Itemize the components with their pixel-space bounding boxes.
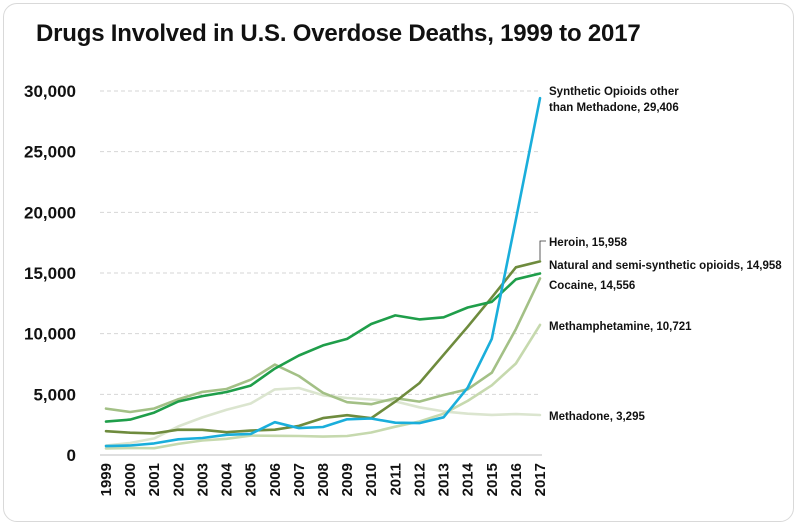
series-label-cocaine: Cocaine, 14,556 xyxy=(549,280,635,292)
x-tick-label: 2005 xyxy=(243,463,260,496)
x-tick-label: 2014 xyxy=(460,462,477,496)
y-tick-label: 25,000 xyxy=(24,143,76,162)
x-tick-label: 2003 xyxy=(194,463,211,496)
x-tick-label: 1999 xyxy=(98,463,115,496)
x-tick-label: 2017 xyxy=(532,463,549,496)
series-line-meth xyxy=(104,323,542,450)
y-tick-label: 5,000 xyxy=(33,385,76,404)
grid-lines xyxy=(100,90,540,395)
series-line-synthetic xyxy=(104,96,542,448)
series-line-heroin xyxy=(104,260,542,435)
x-tick-label: 2008 xyxy=(315,463,332,496)
x-tick-label: 2010 xyxy=(363,463,380,496)
series-line-methadone xyxy=(104,386,542,447)
series-label-natural: Natural and semi-synthetic opioids, 14,9… xyxy=(549,260,782,272)
series-labels: Synthetic Opioids other than Methadone, 2… xyxy=(539,86,782,423)
series-label-synthetic: Synthetic Opioids other than Methadone, 2… xyxy=(549,86,679,114)
x-tick-label: 2011 xyxy=(387,463,404,496)
y-tick-label: 10,000 xyxy=(24,325,76,344)
x-tick-label: 2002 xyxy=(170,463,187,496)
x-tick-label: 2013 xyxy=(436,463,453,496)
chart-title: Drugs Involved in U.S. Overdose Deaths, … xyxy=(36,20,641,47)
y-tick-label: 30,000 xyxy=(24,82,76,101)
heroin-leader-line xyxy=(539,240,546,260)
y-tick-label: 15,000 xyxy=(24,264,76,283)
series-lines xyxy=(104,96,542,450)
x-tick-label: 2001 xyxy=(146,463,163,496)
series-label-meth: Methamphetamine, 10,721 xyxy=(549,321,692,333)
x-tick-label: 2016 xyxy=(508,463,525,496)
x-tick-label: 2012 xyxy=(411,463,428,496)
x-tick-label: 2007 xyxy=(291,463,308,496)
x-tick-label: 2004 xyxy=(219,462,236,496)
series-line-natural xyxy=(104,272,542,423)
x-tick-label: 2009 xyxy=(339,463,356,496)
chart-card xyxy=(3,3,794,522)
axes: 0 5,000 10,000 15,000 20,000 25,000 30,000 1999… xyxy=(24,82,549,496)
x-tick-label: 2000 xyxy=(122,463,139,496)
series-label-methadone: Methadone, 3,295 xyxy=(549,411,645,423)
x-tick-label: 2006 xyxy=(267,463,284,496)
series-label-heroin: Heroin, 15,958 xyxy=(549,237,628,249)
y-tick-label: 0 xyxy=(67,446,76,465)
x-tick-label: 2015 xyxy=(484,463,501,496)
y-tick-label: 20,000 xyxy=(24,203,76,222)
